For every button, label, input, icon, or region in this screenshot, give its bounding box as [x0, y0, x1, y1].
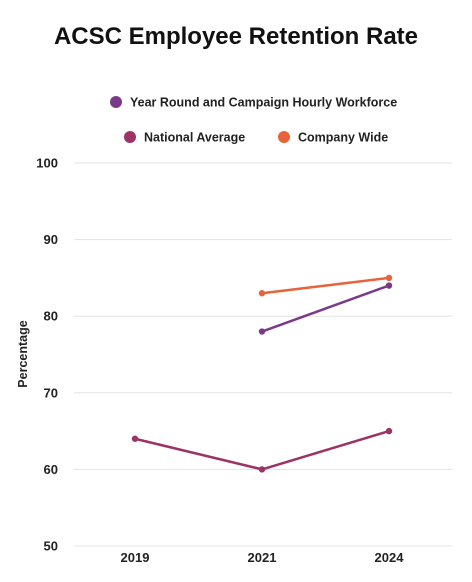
legend-label-year-round: Year Round and Campaign Hourly Workforce: [130, 96, 397, 110]
x-axis-ticks: 2019 2021 2024: [121, 550, 405, 565]
legend: Year Round and Campaign Hourly Workforce…: [110, 96, 397, 145]
series-line-1: [133, 429, 391, 471]
legend-item-company-wide[interactable]: Company Wide: [278, 131, 388, 145]
data-point[interactable]: [258, 328, 266, 335]
y-axis-ticks: 50 60 70 80 90 100: [36, 156, 58, 554]
series-2: [258, 274, 393, 297]
data-point[interactable]: [258, 290, 266, 297]
y-tick-label: 100: [36, 156, 58, 171]
legend-marker-national-average: [124, 131, 136, 143]
y-tick-label: 70: [44, 385, 58, 400]
chart-title: ACSC Employee Retention Rate: [54, 23, 418, 50]
data-point[interactable]: [385, 282, 393, 289]
legend-item-national-average[interactable]: National Average: [124, 131, 245, 145]
y-axis-label: Percentage: [16, 320, 30, 387]
legend-item-year-round[interactable]: Year Round and Campaign Hourly Workforce: [110, 96, 397, 110]
series-0: [258, 282, 393, 335]
legend-marker-year-round: [110, 96, 122, 108]
legend-label-national-average: National Average: [144, 131, 245, 145]
legend-marker-company-wide: [278, 131, 290, 143]
x-tick-label: 2019: [121, 550, 150, 565]
y-tick-label: 80: [44, 309, 58, 324]
legend-label-company-wide: Company Wide: [298, 131, 388, 145]
y-tick-label: 50: [44, 539, 58, 554]
data-point[interactable]: [131, 435, 139, 442]
series-line-2: [260, 276, 391, 295]
y-tick-label: 60: [44, 462, 58, 477]
series-1: [131, 427, 393, 473]
series-line-0: [260, 284, 391, 333]
gridlines: [74, 162, 452, 547]
data-point[interactable]: [258, 466, 266, 473]
data-point[interactable]: [385, 274, 393, 282]
data-point[interactable]: [385, 427, 393, 435]
x-tick-label: 2021: [248, 550, 277, 565]
y-tick-label: 90: [44, 232, 58, 247]
x-tick-label: 2024: [375, 550, 405, 565]
series: [131, 274, 393, 473]
